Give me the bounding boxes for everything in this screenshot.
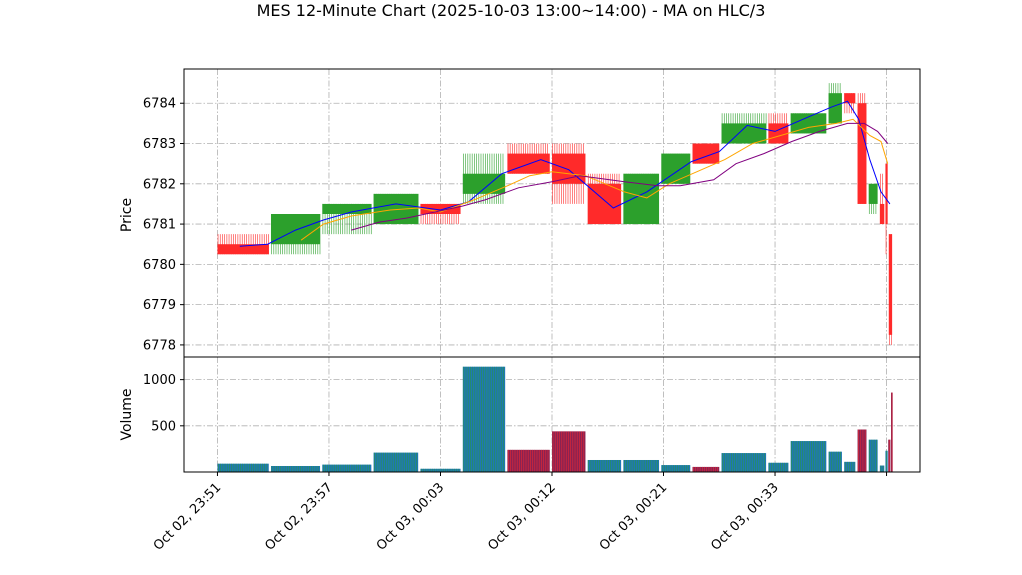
volume-bar-fill [692,466,720,472]
candle-body [885,163,888,225]
volume-bar-fill [552,431,586,472]
price-y-ticks: 6778 6779 6780 6781 6782 6783 6784 [143,97,184,353]
volume-bar [661,465,691,472]
candle-body [420,203,461,215]
volume-y-ticks: 500 1000 [143,373,184,434]
candle-body [828,93,842,124]
volume-bar-fill [857,429,867,472]
candle-down [692,143,720,164]
volume-bar [868,439,878,472]
volume-bar [888,439,891,472]
volume-bar-fill [373,452,419,472]
price-candles [217,83,893,345]
price-y-tick-label: 6784 [143,97,176,112]
volume-bar [507,449,550,472]
volume-y-tick-label: 500 [151,419,176,434]
chart-title: MES 12-Minute Chart (2025-10-03 13:00~14… [257,1,766,20]
candle-up [623,173,660,225]
candle-down [768,113,789,144]
price-y-tick-label: 6780 [143,258,176,273]
moving-average-lines [239,100,891,247]
candle-body [768,123,789,144]
moving-average-line-2 [300,118,889,241]
volume-bar-fill [462,366,506,472]
candle-body [270,214,321,245]
price-axis-label: Price [119,198,135,232]
candle-up [790,113,827,134]
moving-average-line-1 [239,100,891,247]
volume-bar [462,366,506,472]
candle-body [844,93,856,104]
volume-bar-fill [420,468,461,472]
moving-average-line-3 [351,122,889,231]
volume-bar [768,462,789,472]
volume-bar [587,459,622,472]
volume-bar-fill [623,459,660,472]
price-y-tick-label: 6781 [143,218,176,233]
volume-bars [217,366,893,472]
candle-down [857,93,867,204]
volume-bar-fill [270,465,321,472]
volume-bar [373,452,419,472]
candle-body [879,203,885,225]
volume-bar-fill [868,439,878,472]
candle-body [868,183,878,204]
candle-down [885,163,888,255]
volume-bar-fill [721,453,767,472]
price-grid [184,69,920,357]
candle-up [828,83,842,124]
candle-body [322,203,372,215]
volume-bar [828,451,842,472]
volume-axis-label: Volume [119,388,135,440]
price-y-tick-label: 6782 [143,177,176,192]
volume-bar-fill [587,459,622,472]
candle-body [721,123,767,144]
volume-bar [270,465,321,472]
volume-bar [844,461,856,472]
candle-down [217,234,270,255]
candle-body [462,173,506,194]
candle-down [879,173,885,225]
volume-bar [217,463,269,472]
volume-bar-fill [322,464,372,472]
candle-up [270,214,321,255]
volume-bar-fill [879,465,885,472]
volume-bar-fill [828,451,842,472]
volume-bar [891,392,893,472]
volume-bar [552,431,586,472]
candle-body [692,143,720,164]
volume-bar [692,466,720,472]
volume-bar [420,468,461,472]
candle-down [587,173,622,225]
candle-down [844,93,856,114]
volume-bar [322,464,372,472]
volume-bar-fill [217,463,269,472]
volume-bar [885,450,888,472]
price-y-tick-label: 6783 [143,137,176,152]
candle-body [888,234,893,335]
volume-y-tick-label: 1000 [143,373,176,388]
candle-body [217,244,269,255]
volume-bar [879,465,885,472]
price-y-tick-label: 6778 [143,338,176,353]
candle-body [857,103,867,204]
candle-body [790,113,827,134]
volume-bar [857,429,867,472]
candle-down [888,234,893,345]
volume-bar [721,453,767,472]
volume-bar [623,459,660,472]
volume-bar [790,441,827,472]
candle-body [623,173,660,225]
candle-up [868,183,878,215]
price-y-tick-label: 6779 [143,298,176,313]
